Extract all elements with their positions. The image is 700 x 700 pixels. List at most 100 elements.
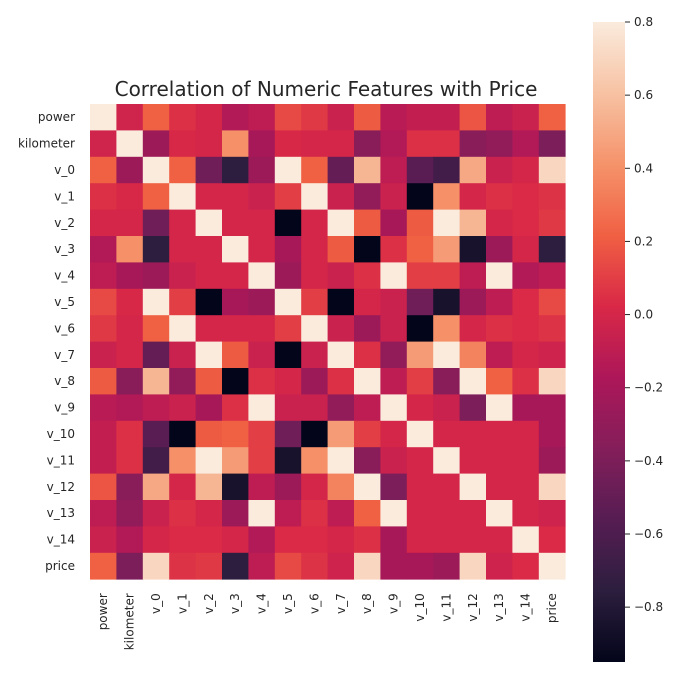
heatmap-cell-v_9-v_0: [142, 394, 170, 422]
heatmap-cell-v_10-v_13: [486, 420, 513, 448]
heatmap-cell-kilometer-v_5: [274, 130, 302, 158]
heatmap-cell-kilometer-power: [90, 130, 117, 158]
heatmap-cell-price-v_3: [222, 552, 249, 580]
heatmap-cell-v_13-v_9: [380, 500, 408, 527]
heatmap-cell-v_10-v_0: [142, 420, 170, 448]
heatmap-cell-v_11-v_12: [459, 447, 487, 474]
heatmap-cell-price-v_9: [380, 552, 408, 580]
heatmap-cell-v_6-v_9: [380, 315, 408, 342]
heatmap-cell-v_14-v_14: [512, 526, 540, 554]
heatmap-cell-v_14-price: [538, 526, 566, 554]
x-tick-label: kilometer: [123, 593, 137, 650]
heatmap-cell-v_1-v_1: [169, 183, 196, 210]
heatmap-cell-v_1-v_2: [195, 183, 223, 210]
heatmap-cell-power-v_4: [248, 104, 276, 131]
heatmap-cell-v_13-v_13: [486, 500, 513, 527]
heatmap-cell-price-v_13: [486, 552, 513, 580]
heatmap-cell-v_11-v_6: [301, 447, 328, 474]
heatmap-cell-v_14-v_9: [380, 526, 408, 554]
heatmap-cell-v_9-v_9: [380, 394, 408, 422]
heatmap-cell-v_4-v_1: [169, 262, 196, 290]
heatmap-cell-v_10-v_7: [327, 420, 355, 448]
heatmap-cell-v_13-power: [90, 500, 117, 527]
heatmap-cell-v_1-v_14: [512, 183, 540, 210]
heatmap-cell-v_2-v_6: [301, 209, 328, 237]
heatmap-cell-v_2-v_12: [459, 209, 487, 237]
heatmap-cell-price-v_14: [512, 552, 540, 580]
x-tick-label: v_12: [466, 593, 480, 621]
heatmap-cell-v_3-v_8: [354, 236, 381, 263]
heatmap-cell-v_13-kilometer: [116, 500, 144, 527]
heatmap-cell-v_7-v_13: [486, 341, 513, 369]
heatmap-cell-v_7-v_5: [274, 341, 302, 369]
heatmap-cell-v_4-v_6: [301, 262, 328, 290]
heatmap-cell-kilometer-v_8: [354, 130, 381, 158]
heatmap-cell-v_7-v_11: [433, 341, 460, 369]
heatmap-cell-v_10-v_1: [169, 420, 196, 448]
heatmap-cell-v_13-price: [538, 500, 566, 527]
heatmap-cell-power-v_8: [354, 104, 381, 131]
heatmap-cell-v_7-v_6: [301, 341, 328, 369]
heatmap-cell-v_2-v_0: [142, 209, 170, 237]
heatmap-cell-v_1-price: [538, 183, 566, 210]
heatmap-cell-v_9-v_10: [406, 394, 434, 422]
heatmap-cell-v_14-v_3: [222, 526, 249, 554]
heatmap-cell-v_8-v_12: [459, 368, 487, 395]
heatmap-cell-v_1-power: [90, 183, 117, 210]
heatmap-cell-v_3-v_2: [195, 236, 223, 263]
heatmap-cell-v_1-v_3: [222, 183, 249, 210]
x-tick-label: v_9: [387, 593, 401, 614]
heatmap-cell-v_7-power: [90, 341, 117, 369]
heatmap-cell-v_2-v_4: [248, 209, 276, 237]
y-tick-label: v_4: [54, 269, 75, 283]
heatmap-cell-v_7-v_12: [459, 341, 487, 369]
heatmap-cell-v_13-v_8: [354, 500, 381, 527]
heatmap-cell-v_11-v_4: [248, 447, 276, 474]
heatmap-cell-v_3-kilometer: [116, 236, 144, 263]
heatmap-cell-v_5-v_7: [327, 288, 355, 316]
heatmap-cell-v_5-power: [90, 288, 117, 316]
heatmap-cell-v_1-v_7: [327, 183, 355, 210]
heatmap-cell-v_14-v_6: [301, 526, 328, 554]
heatmap-cell-v_10-kilometer: [116, 420, 144, 448]
heatmap-cell-v_2-v_11: [433, 209, 460, 237]
heatmap-cell-v_4-v_9: [380, 262, 408, 290]
heatmap-cell-v_7-v_2: [195, 341, 223, 369]
heatmap-cell-v_3-v_13: [486, 236, 513, 263]
heatmap-cell-v_6-price: [538, 315, 566, 342]
heatmap-cell-v_1-v_9: [380, 183, 408, 210]
y-tick-label: price: [45, 559, 75, 573]
x-tick-label: v_3: [228, 593, 242, 614]
heatmap-cell-v_11-v_5: [274, 447, 302, 474]
x-tick-label: v_1: [175, 593, 189, 614]
heatmap-cell-v_2-v_3: [222, 209, 249, 237]
heatmap-cell-price-v_8: [354, 552, 381, 580]
heatmap-cell-power-power: [90, 104, 117, 131]
heatmap-cell-v_6-v_8: [354, 315, 381, 342]
x-tick-label: v_7: [334, 593, 348, 614]
heatmap-cell-v_2-power: [90, 209, 117, 237]
heatmap-cell-v_5-v_5: [274, 288, 302, 316]
heatmap-cell-v_11-v_13: [486, 447, 513, 474]
heatmap-cell-price-v_12: [459, 552, 487, 580]
y-tick-label: v_12: [47, 480, 75, 494]
heatmap-cell-kilometer-v_1: [169, 130, 196, 158]
heatmap-cell-v_10-v_9: [380, 420, 408, 448]
heatmap-cell-v_9-v_7: [327, 394, 355, 422]
heatmap-cell-v_7-price: [538, 341, 566, 369]
heatmap-cell-v_12-v_14: [512, 473, 540, 501]
heatmap-cell-power-kilometer: [116, 104, 144, 131]
heatmap-cell-v_13-v_11: [433, 500, 460, 527]
heatmap-cell-v_5-v_3: [222, 288, 249, 316]
heatmap-cell-power-v_6: [301, 104, 328, 131]
heatmap-cell-price-price: [538, 552, 566, 580]
x-tick-label: v_8: [360, 593, 374, 614]
heatmap-cell-v_1-v_6: [301, 183, 328, 210]
heatmap-cell-v_9-v_5: [274, 394, 302, 422]
heatmap-cell-v_7-v_14: [512, 341, 540, 369]
y-tick-label: v_1: [54, 189, 75, 203]
heatmap-cell-v_2-price: [538, 209, 566, 237]
heatmap-cell-v_0-power: [90, 156, 117, 184]
heatmap-cell-v_5-price: [538, 288, 566, 316]
heatmap-cell-v_3-v_7: [327, 236, 355, 263]
